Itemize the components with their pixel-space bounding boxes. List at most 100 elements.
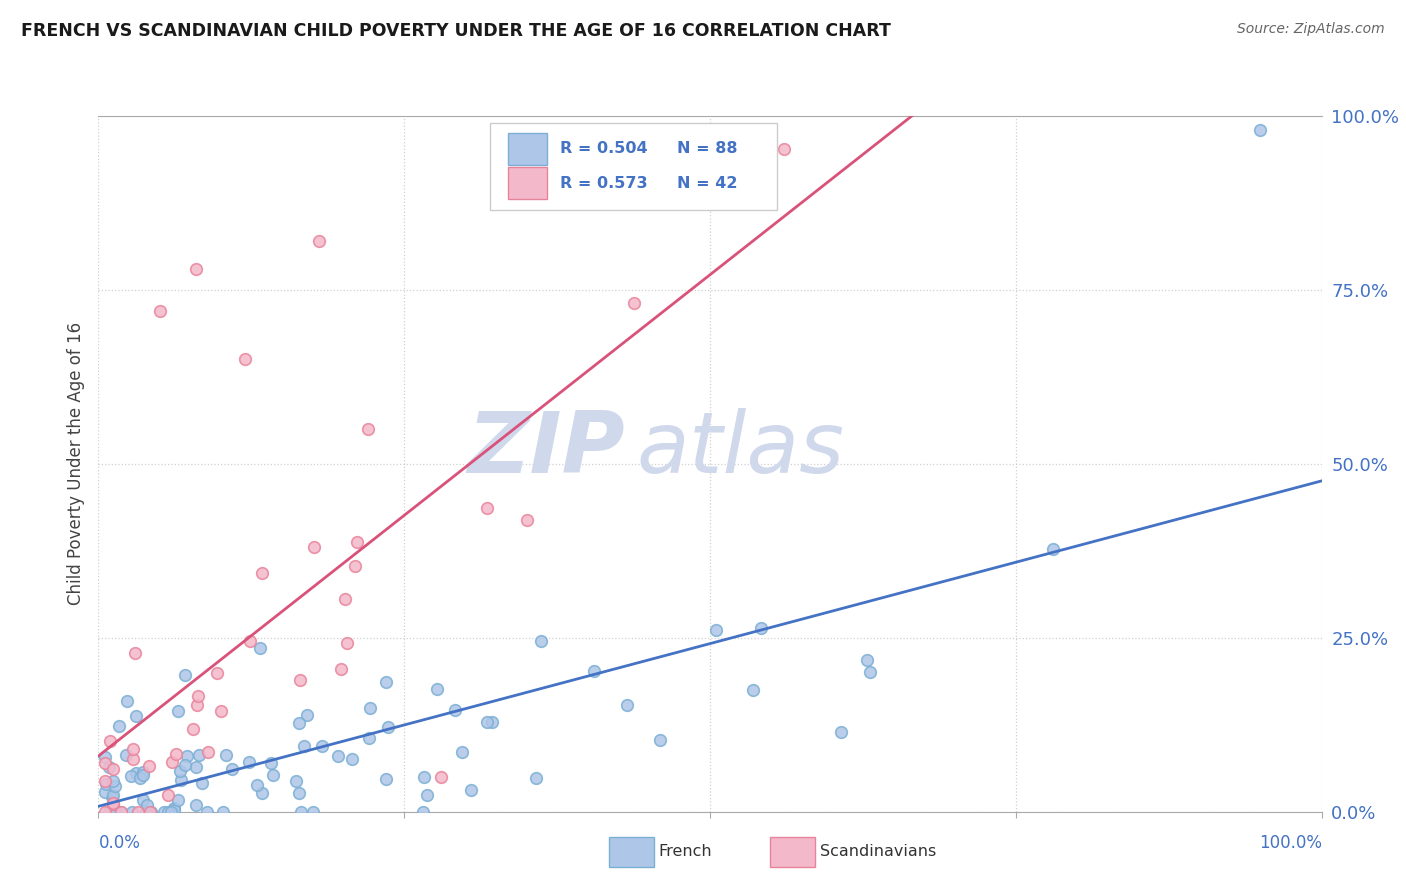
Point — [288, 673, 311, 687]
Point — [342, 752, 364, 766]
Point — [103, 796, 125, 810]
Point — [329, 662, 352, 676]
Point — [169, 764, 191, 778]
Point — [176, 749, 198, 764]
Point — [100, 790, 122, 805]
Point — [101, 773, 124, 788]
Point — [110, 805, 132, 819]
Point — [359, 701, 381, 715]
Point — [169, 772, 191, 787]
Point — [127, 805, 149, 819]
Point — [197, 745, 219, 759]
Text: Source: ZipAtlas.com: Source: ZipAtlas.com — [1237, 22, 1385, 37]
Text: Scandinavians: Scandinavians — [820, 845, 936, 859]
Point — [444, 703, 467, 717]
Point — [156, 788, 179, 802]
Point — [98, 734, 121, 748]
Point — [209, 704, 232, 718]
Point — [524, 772, 547, 786]
Point — [288, 786, 311, 800]
Point — [121, 805, 143, 819]
Point — [616, 698, 638, 713]
Point — [530, 634, 553, 648]
Point — [167, 793, 190, 807]
Point — [110, 805, 132, 819]
Text: R = 0.504: R = 0.504 — [560, 141, 647, 156]
FancyBboxPatch shape — [508, 168, 547, 200]
Point — [475, 500, 498, 515]
Point — [623, 295, 645, 310]
Point — [157, 805, 180, 819]
Point — [190, 775, 212, 789]
Point — [139, 805, 162, 819]
Point — [295, 708, 318, 723]
Point — [742, 683, 765, 698]
Text: N = 42: N = 42 — [678, 176, 738, 191]
Point — [515, 512, 537, 526]
Point — [336, 636, 359, 650]
Point — [195, 805, 218, 819]
Point — [290, 805, 312, 819]
Point — [163, 801, 186, 815]
Point — [128, 771, 150, 785]
Point — [125, 709, 148, 723]
Point — [115, 694, 138, 708]
Point — [460, 783, 482, 797]
Point — [122, 752, 145, 766]
Point — [311, 739, 333, 753]
Point — [104, 805, 127, 819]
Point — [136, 797, 159, 812]
Point — [308, 234, 330, 248]
Point — [1042, 541, 1064, 556]
Point — [288, 715, 311, 730]
Point — [163, 803, 186, 817]
Point — [93, 750, 115, 764]
Point — [186, 698, 208, 712]
Point — [186, 262, 208, 277]
Point — [149, 303, 172, 318]
Point — [135, 805, 157, 819]
Text: FRENCH VS SCANDINAVIAN CHILD POVERTY UNDER THE AGE OF 16 CORRELATION CHART: FRENCH VS SCANDINAVIAN CHILD POVERTY UND… — [21, 22, 891, 40]
Point — [426, 681, 449, 696]
Point — [94, 756, 117, 770]
Text: N = 88: N = 88 — [678, 141, 738, 156]
Point — [1249, 123, 1271, 137]
Point — [165, 747, 187, 761]
Point — [124, 646, 146, 660]
Point — [108, 719, 131, 733]
Point — [162, 756, 184, 770]
Point — [246, 778, 269, 792]
Point — [167, 704, 190, 718]
Point — [413, 770, 436, 784]
Point — [233, 352, 256, 367]
Point — [186, 760, 208, 774]
Point — [374, 674, 396, 689]
Point — [103, 788, 125, 802]
Point — [122, 742, 145, 756]
Text: 100.0%: 100.0% — [1258, 834, 1322, 852]
Point — [93, 785, 115, 799]
Point — [648, 733, 671, 747]
Text: French: French — [658, 845, 711, 859]
Point — [704, 623, 727, 637]
Point — [184, 797, 207, 812]
Point — [856, 652, 879, 666]
Point — [183, 723, 205, 737]
Text: ZIP: ZIP — [467, 409, 624, 491]
Point — [481, 714, 503, 729]
Point — [174, 668, 197, 682]
Point — [260, 756, 283, 771]
Point — [132, 765, 155, 780]
Y-axis label: Child Poverty Under the Age of 16: Child Poverty Under the Age of 16 — [66, 322, 84, 606]
Point — [583, 664, 606, 678]
Point — [187, 690, 209, 704]
Point — [343, 558, 366, 573]
Point — [451, 745, 474, 759]
Point — [139, 805, 162, 819]
Point — [412, 805, 434, 819]
Point — [114, 747, 136, 762]
Point — [859, 665, 882, 679]
Point — [262, 768, 284, 782]
Point — [221, 762, 243, 776]
Point — [377, 720, 399, 734]
